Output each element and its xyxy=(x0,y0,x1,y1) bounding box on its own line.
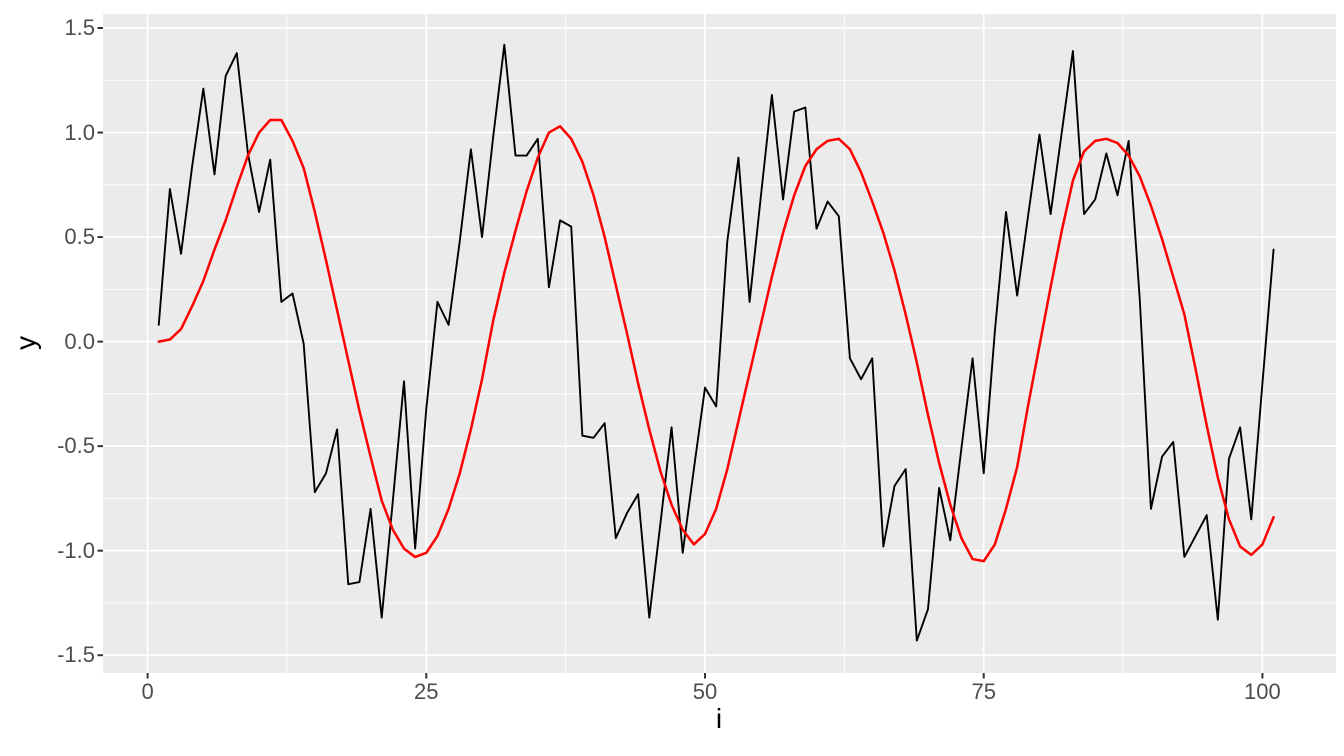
y-tick-label: -0.5 xyxy=(57,433,95,459)
y-tick-label: 1.5 xyxy=(64,15,95,40)
series-smooth-red-line xyxy=(157,118,1275,563)
x-tick-label: 100 xyxy=(1244,679,1281,704)
y-tick-label: 1.0 xyxy=(64,119,95,145)
x-tick-label: 50 xyxy=(692,679,718,704)
y-axis-title: y xyxy=(9,0,43,756)
y-tick-label: -1.5 xyxy=(57,642,95,668)
series-noisy-black-line xyxy=(157,43,1275,642)
y-axis-title-text: y xyxy=(10,336,41,350)
x-axis-title-text: i xyxy=(715,703,723,734)
x-tick-label: 0 xyxy=(141,679,154,704)
y-tick-label: -1.0 xyxy=(57,537,95,563)
x-tick-label: 75 xyxy=(971,679,996,704)
y-tick-label: 0.0 xyxy=(64,328,95,354)
x-tick-label: 25 xyxy=(414,679,439,704)
x-axis-title: i xyxy=(0,704,1344,734)
y-tick-label: 0.5 xyxy=(64,224,95,250)
